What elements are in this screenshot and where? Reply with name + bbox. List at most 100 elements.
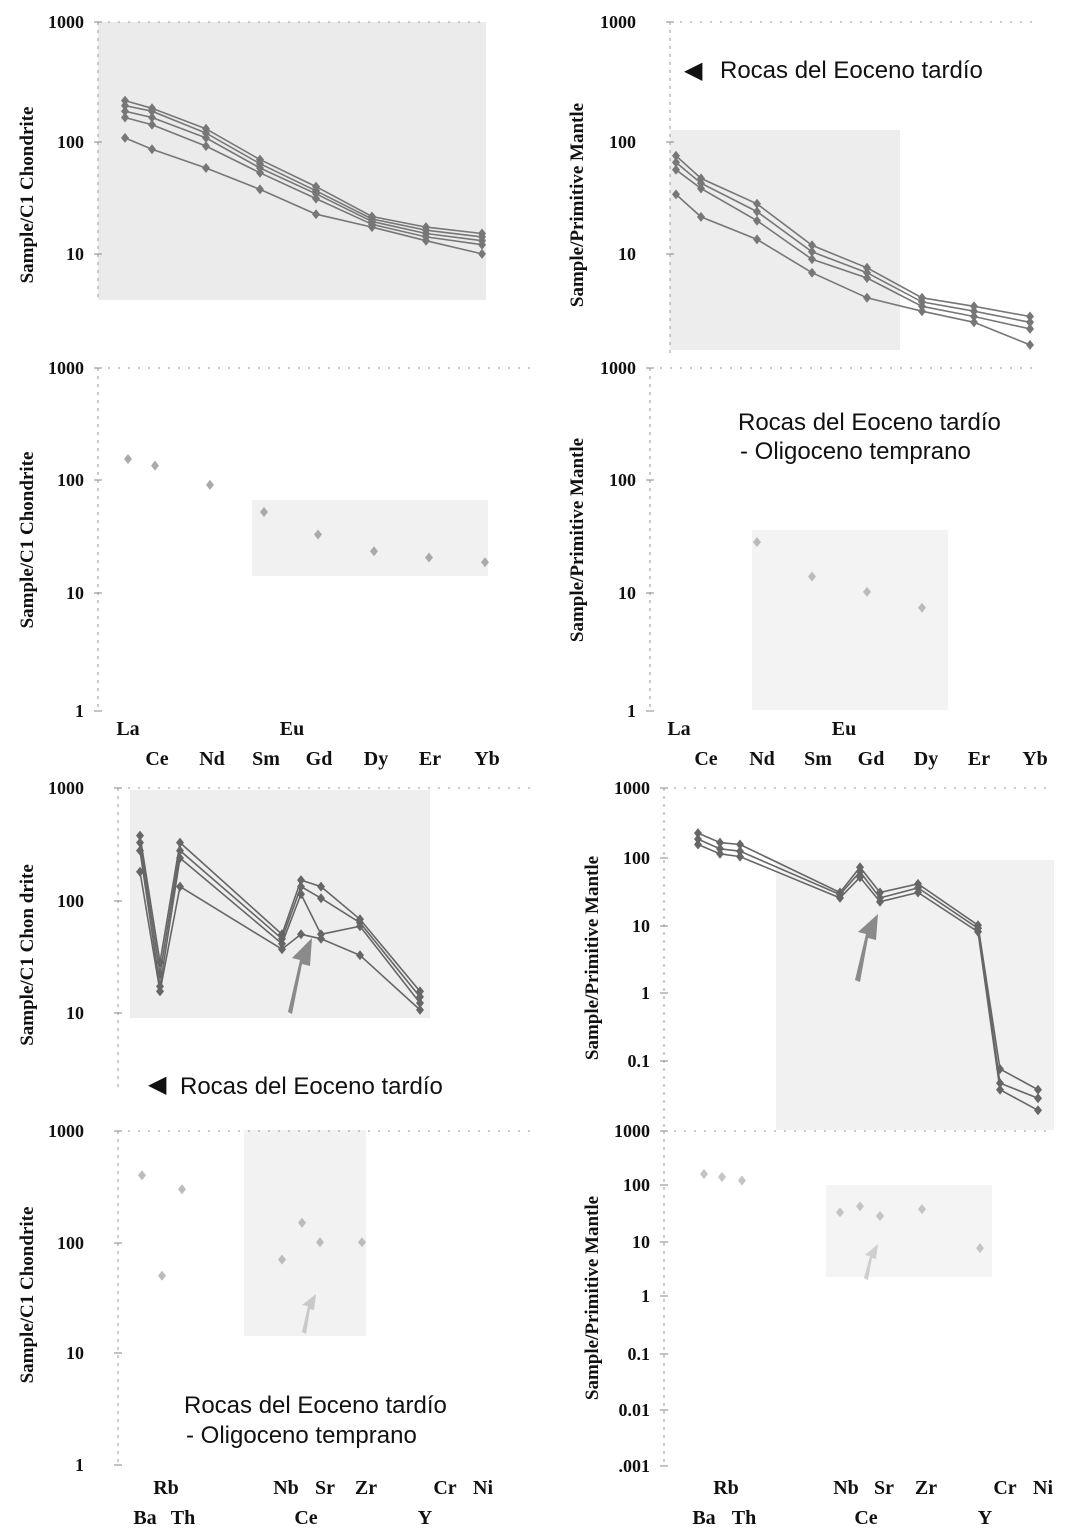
- y-tick-label: 1: [75, 1455, 84, 1475]
- data-point: [314, 529, 322, 540]
- x-tick-label: Zr: [355, 1477, 377, 1499]
- data-point: [996, 1084, 1004, 1095]
- series-line: [124, 110, 483, 242]
- series-line: [139, 850, 421, 1004]
- data-point: [478, 239, 486, 250]
- y-tick-label: 10: [618, 244, 636, 264]
- y-tick-label: 1: [627, 701, 636, 721]
- data-point: [736, 839, 744, 850]
- legend-label: - Oligoceno temprano: [740, 438, 971, 465]
- data-point: [176, 881, 184, 892]
- data-point: [856, 866, 864, 877]
- y-tick-label: 10: [66, 244, 84, 264]
- legend-symbol: ◀: [148, 1071, 167, 1098]
- series-line: [675, 169, 1031, 330]
- data-point: [1034, 1105, 1042, 1116]
- data-point: [694, 839, 702, 850]
- data-point: [317, 881, 325, 892]
- data-point: [278, 1254, 286, 1265]
- y-tick-label: 100: [57, 1233, 84, 1253]
- data-point: [148, 112, 156, 123]
- x-axis-labels: La Eu Ce Nd Sm Gd Dy Er Yb La Eu Ce Nd S…: [116, 718, 1053, 1528]
- data-point: [356, 921, 364, 932]
- data-point: [148, 144, 156, 155]
- data-point: [121, 132, 129, 143]
- data-point: [416, 998, 424, 1008]
- data-point: [914, 887, 922, 898]
- data-point: [422, 235, 430, 246]
- y-tick-label: 0.1: [628, 1051, 651, 1071]
- y-tick-label: 1000: [48, 778, 84, 798]
- plot-panel: 1000 100 10 1: [600, 358, 1040, 721]
- plot-bg: [826, 1185, 992, 1277]
- x-tick-label: Zr: [915, 1477, 937, 1499]
- data-point: [738, 1175, 746, 1186]
- data-point: [716, 837, 724, 848]
- data-point: [918, 602, 926, 613]
- x-tick-label: Er: [968, 748, 990, 770]
- y-tick-label: 0.01: [619, 1400, 651, 1420]
- data-point: [876, 1211, 884, 1221]
- data-point: [808, 571, 816, 582]
- data-point: [1026, 339, 1034, 350]
- y-tick-label: 10: [66, 583, 84, 603]
- data-point: [278, 938, 286, 949]
- plot-bg: [130, 790, 430, 1018]
- y-tick-label: 100: [623, 848, 650, 868]
- x-tick-label: Er: [419, 748, 441, 770]
- data-point: [753, 234, 761, 245]
- y-tick-label: 1: [641, 1286, 650, 1306]
- data-point: [736, 846, 744, 857]
- x-tick-label: Sm: [252, 748, 280, 770]
- data-point: [206, 479, 214, 490]
- x-tick-label: Y: [978, 1507, 993, 1528]
- x-tick-label: Nb: [273, 1477, 299, 1499]
- data-point: [298, 1217, 306, 1228]
- data-point: [970, 317, 978, 328]
- plot-panel: 1000 100 10 1 0.1 0.01 .001: [614, 1121, 1054, 1476]
- data-point: [672, 164, 680, 175]
- x-tick-label: Ce: [854, 1507, 877, 1528]
- y-axis-label: Sample/Primitive Mantle: [567, 438, 588, 642]
- data-point: [297, 881, 305, 892]
- series-line: [124, 137, 483, 255]
- x-tick-label: Th: [171, 1507, 195, 1528]
- y-tick-label: .001: [619, 1456, 651, 1476]
- x-tick-label: Ba: [692, 1507, 715, 1528]
- data-point: [970, 311, 978, 322]
- data-point: [697, 211, 705, 222]
- plots-layer: 1000100101000100101000100101100010010110…: [48, 12, 1054, 1476]
- data-point: [808, 240, 816, 251]
- y-tick-label: 1: [641, 983, 650, 1003]
- data-point: [970, 306, 978, 317]
- data-point: [694, 834, 702, 845]
- data-point: [918, 306, 926, 317]
- x-tick-label: Nd: [749, 748, 775, 770]
- y-tick-label: 10: [66, 1003, 84, 1023]
- data-point: [694, 828, 702, 839]
- legend-label: Rocas del Eoceno tardío: [720, 57, 983, 84]
- data-point: [148, 106, 156, 117]
- y-tick-label: 100: [609, 132, 636, 152]
- data-point: [312, 193, 320, 204]
- data-point: [136, 837, 144, 848]
- legend-label: Rocas del Eoceno tardío: [180, 1073, 443, 1100]
- data-point: [202, 163, 210, 173]
- data-point: [863, 273, 871, 283]
- y-tick-label: 10: [632, 916, 650, 936]
- series-line: [124, 99, 483, 235]
- data-point: [158, 1270, 166, 1281]
- y-axis-label: Sample/C1 Chondrite: [17, 107, 38, 284]
- y-tick-label: 1000: [614, 778, 650, 798]
- data-point: [148, 119, 156, 130]
- x-tick-label: Ni: [473, 1477, 493, 1499]
- y-tick-label: 1000: [48, 1121, 84, 1141]
- plot-panel: 1000 100 10: [600, 12, 1040, 355]
- data-point: [358, 1237, 366, 1248]
- y-tick-label: 100: [609, 470, 636, 490]
- data-point: [697, 183, 705, 194]
- x-tick-label: Gd: [858, 748, 885, 770]
- x-tick-label: Gd: [306, 748, 333, 770]
- data-point: [1034, 1084, 1042, 1095]
